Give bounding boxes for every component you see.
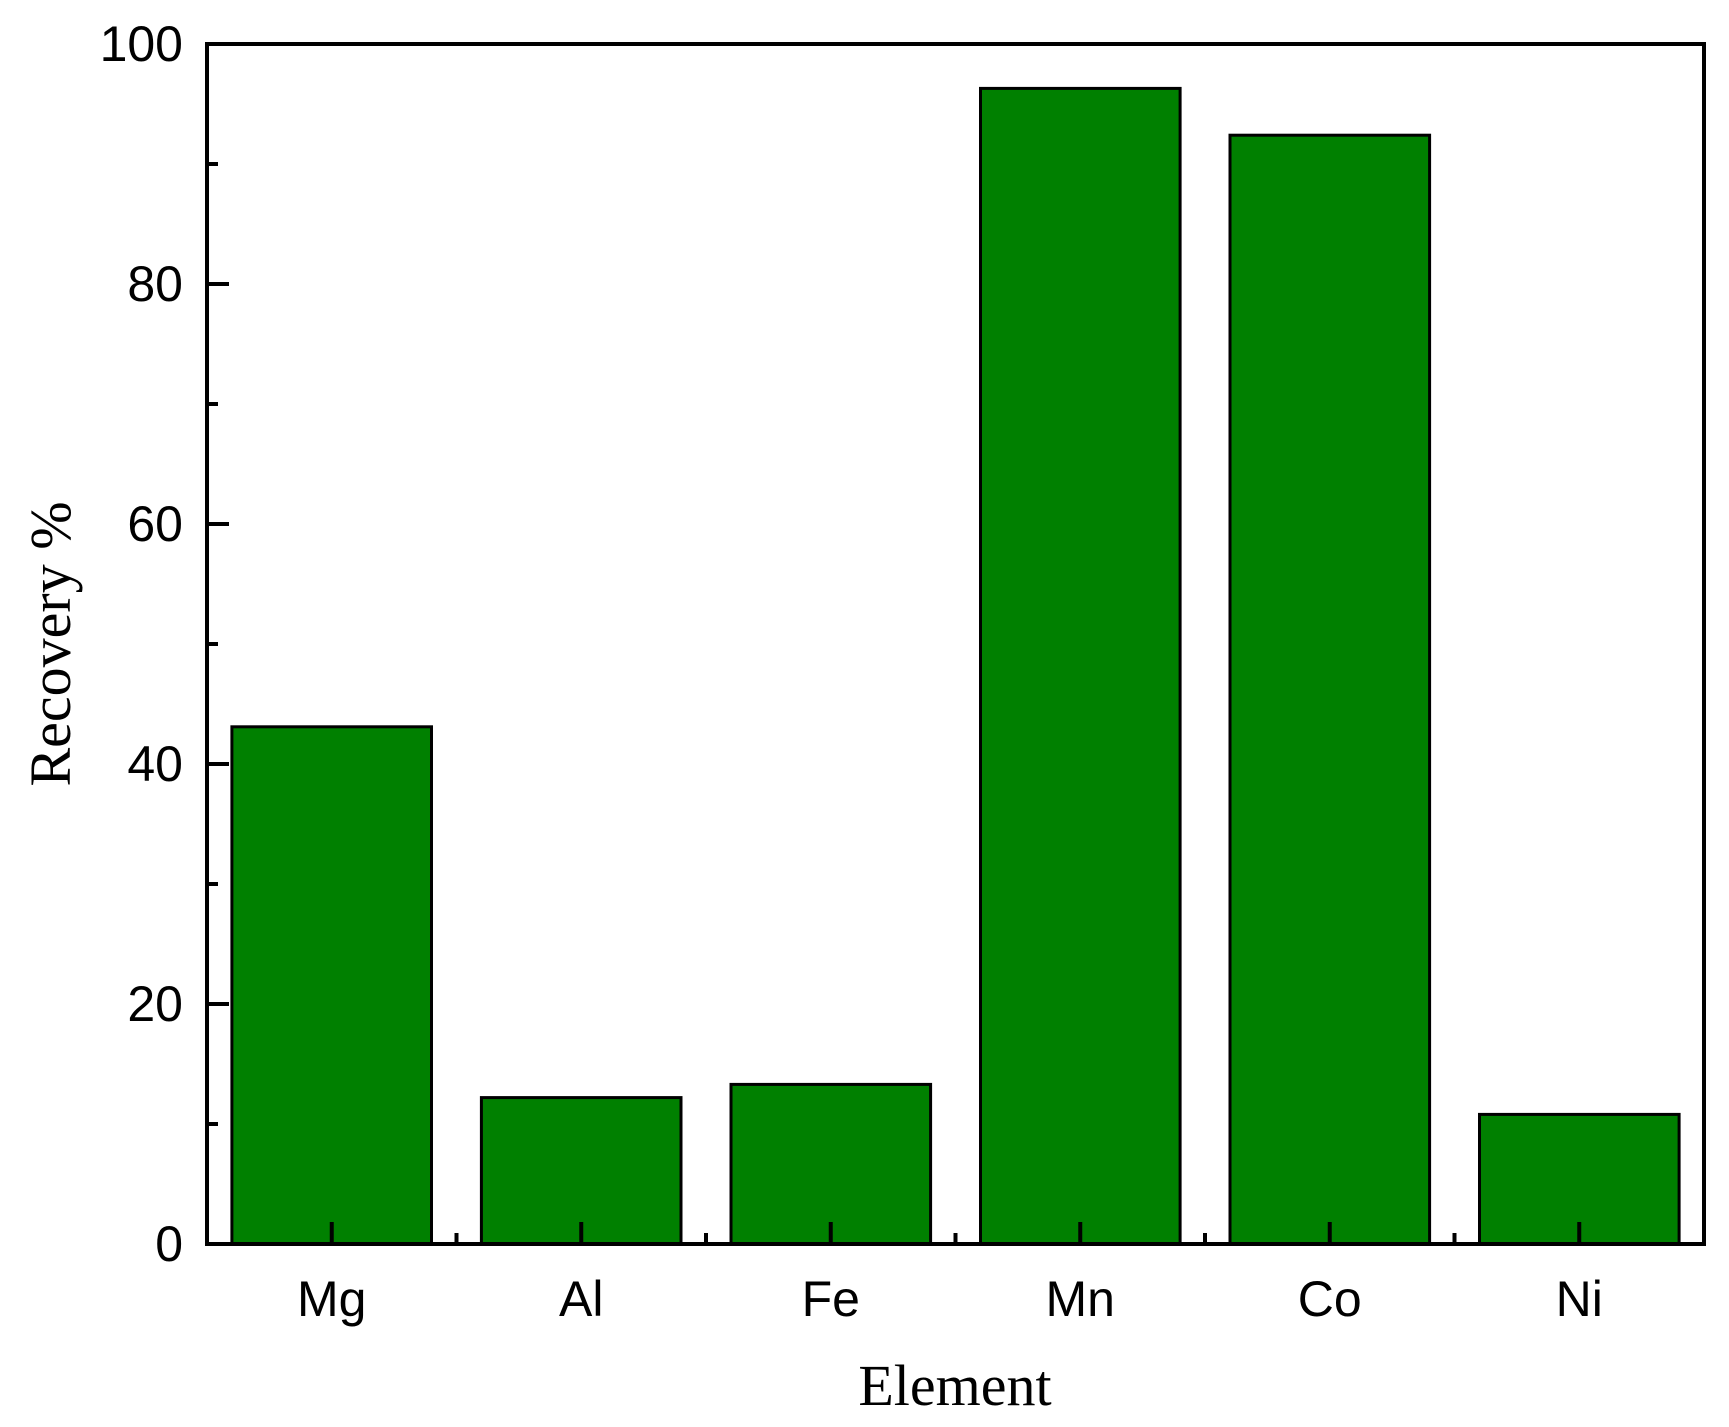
x-tick-labels: Mg Al Fe Mn Co Ni — [297, 1271, 1603, 1327]
y-tick-label-20: 20 — [127, 976, 183, 1032]
y-tick-label-60: 60 — [127, 496, 183, 552]
x-tick-label-fe: Fe — [802, 1271, 860, 1327]
x-tick-label-ni: Ni — [1556, 1271, 1603, 1327]
bars-layer — [230, 86, 1681, 1246]
bar-mn — [979, 86, 1182, 1246]
x-tick-label-al: Al — [559, 1271, 603, 1327]
bar-mg — [230, 725, 433, 1246]
y-tick-label-40: 40 — [127, 736, 183, 792]
x-tick-label-co: Co — [1298, 1271, 1362, 1327]
y-tick-label-80: 80 — [127, 256, 183, 312]
y-tick-label-100: 100 — [100, 16, 183, 72]
x-tick-label-mg: Mg — [297, 1271, 366, 1327]
bar-co — [1228, 133, 1432, 1246]
plot-frame — [205, 42, 1706, 1246]
bar-fe — [729, 1082, 933, 1246]
y-axis-title: Recovery % — [18, 501, 83, 786]
y-tick-labels: 0 20 40 60 80 100 — [100, 16, 183, 1272]
x-tick-label-mn: Mn — [1046, 1271, 1115, 1327]
y-tick-label-0: 0 — [155, 1216, 183, 1272]
x-axis-title: Element — [858, 1353, 1051, 1418]
bar-al — [479, 1096, 683, 1246]
